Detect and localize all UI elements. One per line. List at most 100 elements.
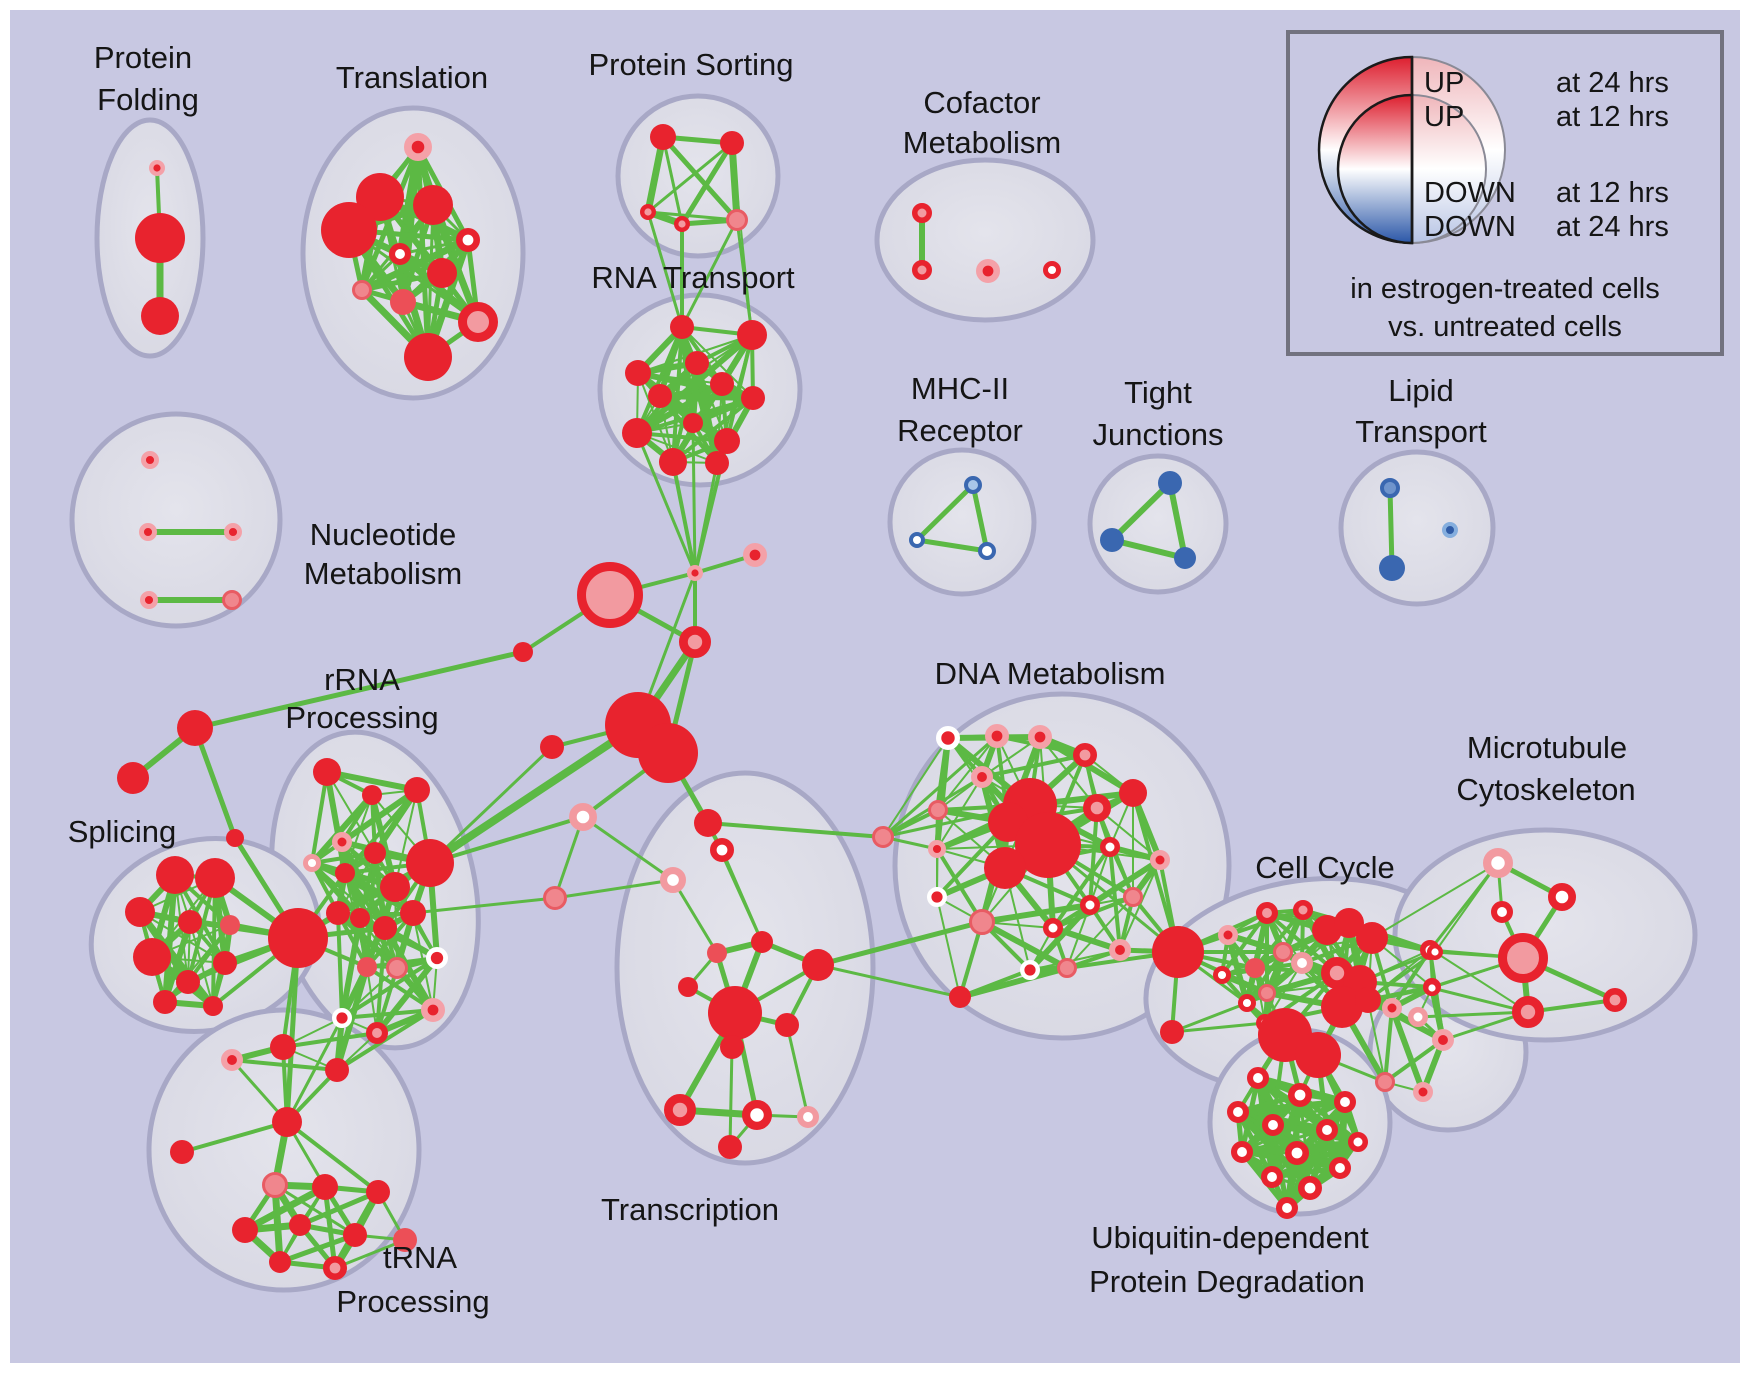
gene-node [386,957,408,979]
gene-node [1015,812,1081,878]
gene-node [1258,984,1276,1002]
layer-legend: UP at 24 hrs UP at 12 hrs DOWN at 12 hrs DOWN a… [1286,30,1724,356]
edge [1051,845,1112,930]
gene-node [404,777,430,803]
gene-node [303,853,322,872]
cluster-bubble-mhc-ii-receptor [887,447,1037,597]
edge [335,910,400,971]
gene-node [1212,965,1231,984]
gene-node [872,826,894,848]
gene-node [203,996,223,1016]
gene-node [313,758,341,786]
cluster-bubble-microtubule-cytoskeleton [1392,827,1698,1043]
gene-node [1042,261,1061,280]
edge [979,919,1070,971]
edge [365,965,435,1012]
gene-node [176,970,200,994]
gene-node [720,131,744,155]
gene-node [1245,958,1265,978]
cluster-label-rrna-processing: Processing [285,700,438,735]
legend-time-0: at 24 hrs [1556,67,1669,99]
edge [1366,950,1437,1002]
edge [309,792,375,866]
edge [394,789,418,888]
cluster-bubble-tight-junctions [1087,453,1229,595]
gene-node [577,562,643,628]
gene-node [1273,942,1293,962]
edge [428,815,585,865]
edge [936,896,961,998]
gene-node [222,590,242,610]
legend-inner-left-half [1336,93,1414,245]
gene-node [388,242,411,265]
gene-node [1423,980,1440,997]
gene-node [350,908,370,928]
gene-node [1158,471,1182,495]
gene-node [365,1022,388,1045]
gene-node [357,957,377,977]
edge [1383,1038,1445,1084]
cluster-label-mhc-ii-receptor: Receptor [897,413,1023,448]
gene-node [741,386,765,410]
edge [581,815,675,882]
edge [661,135,684,226]
edge [273,1183,357,1237]
gene-node [1291,952,1314,975]
edge [285,1016,344,1124]
edge [671,460,697,575]
gene-node [125,897,155,927]
gene-node [1100,528,1124,552]
cluster-label-microtubule-cytoskeleton: Cytoskeleton [1456,772,1635,807]
edge [1225,932,1250,1006]
cluster-label-lipid-transport: Transport [1355,414,1487,449]
gene-node [685,351,709,375]
gene-node [213,951,237,975]
edge [426,721,642,867]
gene-node [195,858,235,898]
gene-node [153,990,177,1014]
cluster-label-ubiquitin-degradation: Protein Degradation [1089,1264,1365,1299]
edge [285,1120,380,1194]
edge [785,1023,810,1119]
gene-node [622,418,652,448]
edge [635,431,697,575]
edge [914,537,990,554]
gene-node [141,297,179,335]
cluster-label-mhc-ii-receptor: MHC-II [911,371,1009,406]
gene-node [1426,944,1443,961]
cluster-label-protein-folding: Protein [94,40,192,75]
gene-node [170,1140,194,1164]
gene-node [1408,1007,1428,1027]
gene-node [1262,1114,1285,1137]
gene-node [364,842,386,864]
edge [680,218,739,329]
legend-footer-0: in estrogen-treated cells [1350,273,1660,305]
gene-node [133,938,171,976]
gene-node [648,384,672,408]
edge [553,815,585,900]
edge [1383,1006,1394,1084]
gene-node [1483,848,1513,878]
gene-node [674,215,691,232]
edge [657,393,756,401]
gene-node [660,867,687,894]
gene-node [393,1228,417,1252]
gene-node [269,1251,291,1273]
gene-node [720,1035,744,1059]
legend-time-1: at 12 hrs [1556,101,1669,133]
edge [333,1238,407,1270]
gene-node [352,280,372,300]
gene-node [1432,1029,1455,1052]
legend-footer-1: vs. untreated cells [1388,311,1622,343]
edge [1170,1021,1267,1034]
edge [1234,1098,1349,1116]
edge [411,896,557,915]
edge [1087,857,1163,908]
edge [1050,925,1123,953]
gene-node [1218,925,1238,945]
cluster-label-transcription: Transcription [601,1192,779,1227]
edge [1387,485,1395,571]
edge [192,725,238,841]
gene-node [1247,1067,1270,1090]
